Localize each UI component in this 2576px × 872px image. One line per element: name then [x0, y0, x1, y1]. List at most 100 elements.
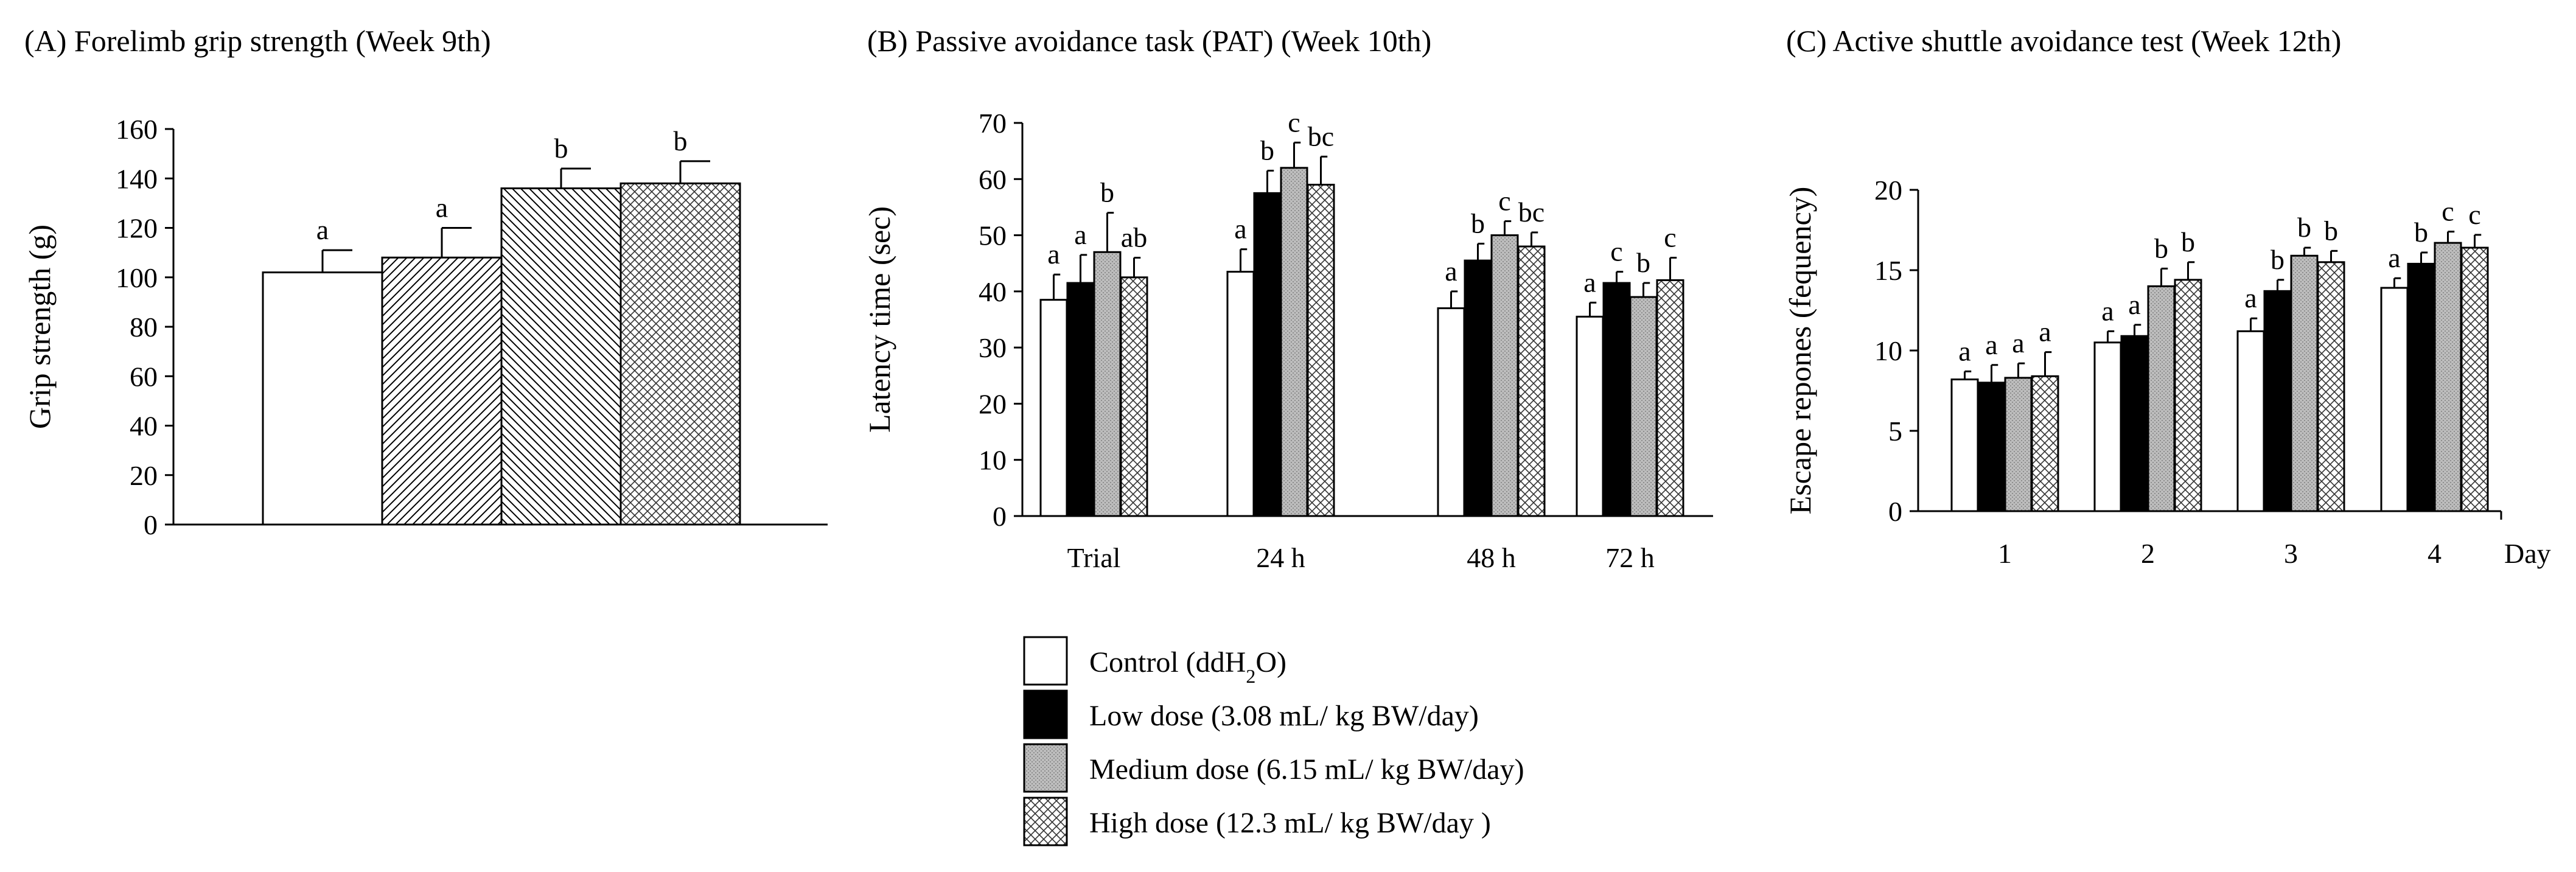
y-tick-label: 50	[979, 220, 1007, 251]
data-label: b	[2154, 232, 2168, 263]
y-tick-label: 30	[979, 332, 1007, 363]
bar	[1437, 307, 1465, 517]
bar	[2120, 335, 2149, 512]
bar	[1253, 192, 1282, 517]
legend-swatch-medium	[1023, 743, 1068, 793]
data-label: a	[436, 192, 448, 223]
bar	[1093, 251, 1122, 517]
bar	[262, 271, 383, 526]
data-label: c	[2468, 199, 2480, 230]
bar	[2290, 254, 2319, 512]
bar	[381, 256, 503, 526]
bar	[1602, 282, 1631, 517]
bar	[1066, 282, 1095, 517]
bar	[2236, 330, 2265, 512]
data-label: a	[1985, 329, 1997, 360]
x-tick-label: 48 h	[1467, 542, 1516, 573]
x-tick-label: 4	[2428, 538, 2442, 569]
x-tick-label: 72 h	[1605, 542, 1655, 573]
bar	[1656, 279, 1684, 517]
y-tick-label: 140	[116, 163, 158, 194]
y-tick-label: 20	[1874, 175, 1902, 206]
legend: Control (ddH2O) Low dose (3.08 mL/ kg BW…	[1023, 636, 1524, 846]
y-tick-label: 160	[116, 114, 158, 145]
data-label: b	[674, 125, 688, 156]
legend-label-control: Control (ddH2O)	[1089, 646, 1286, 687]
bar	[1576, 315, 1604, 517]
y-tick-label: 40	[130, 411, 158, 442]
data-label: ab	[1121, 221, 1147, 253]
data-label: b	[1471, 208, 1485, 239]
bar	[500, 187, 622, 526]
data-label: a	[1958, 335, 1970, 366]
y-tick-label: 20	[130, 460, 158, 491]
y-tick-label: 20	[979, 388, 1007, 419]
data-label: a	[2128, 289, 2140, 320]
data-label: a	[1583, 267, 1596, 298]
bar	[1977, 382, 2006, 512]
data-label: c	[2442, 196, 2454, 227]
bar	[2380, 287, 2409, 512]
data-label: a	[2101, 295, 2114, 326]
x-tick-label: 1	[1998, 538, 2012, 569]
data-label: b	[1260, 134, 1274, 166]
bar	[620, 182, 741, 526]
panel-b-passive-avoidance: (B) Passive avoidance task (PAT) (Week 1…	[862, 24, 1713, 573]
data-label: bc	[1518, 197, 1545, 228]
data-label: a	[1445, 256, 1457, 287]
data-label: a	[1074, 219, 1086, 250]
legend-label-low: Low dose (3.08 mL/ kg BW/day)	[1089, 700, 1479, 732]
legend-label-high: High dose (12.3 mL/ kg BW/day )	[1089, 807, 1491, 839]
x-tick-label: 3	[2284, 538, 2298, 569]
bar	[1629, 296, 1658, 517]
y-tick-label: 60	[979, 164, 1007, 195]
bar	[2147, 285, 2176, 512]
panel-title: (B) Passive avoidance task (PAT) (Week 1…	[867, 24, 1431, 58]
bar	[1517, 245, 1546, 517]
data-label: c	[1664, 221, 1676, 253]
legend-swatch-high	[1023, 797, 1068, 846]
data-label: a	[2039, 316, 2051, 347]
bar	[1280, 167, 1308, 517]
data-label: b	[1100, 177, 1114, 208]
x-tick-label: 24 h	[1256, 542, 1305, 573]
bar	[1120, 276, 1148, 517]
data-label: a	[1047, 239, 1059, 270]
data-label: a	[316, 214, 329, 245]
bar	[2093, 341, 2122, 512]
y-axis-label: Latency time (sec)	[862, 206, 896, 433]
data-label: c	[1498, 186, 1510, 217]
data-label: b	[2414, 217, 2428, 248]
legend-swatch-control	[1023, 636, 1068, 686]
legend-swatch-low	[1023, 689, 1068, 739]
bar	[1950, 378, 1979, 512]
y-tick-label: 0	[1888, 496, 1902, 527]
data-label: b	[2271, 244, 2285, 275]
bar	[2263, 290, 2292, 512]
y-tick-label: 10	[1874, 335, 1902, 366]
y-tick-label: 40	[979, 276, 1007, 307]
data-label: a	[1234, 214, 1246, 245]
bar	[2031, 375, 2059, 512]
bar	[1226, 271, 1255, 517]
bar	[2174, 279, 2202, 512]
data-label: bc	[1308, 120, 1334, 152]
panel-title: (C) Active shuttle avoidance test (Week …	[1786, 24, 2341, 58]
bar	[2434, 242, 2462, 512]
y-tick-label: 80	[130, 312, 158, 343]
y-tick-label: 5	[1888, 416, 1902, 447]
y-axis-label: Grip strength (g)	[23, 225, 57, 429]
x-tick-label: 2	[2141, 538, 2155, 569]
x-tick-label: Trial	[1067, 542, 1121, 573]
y-tick-label: 0	[993, 501, 1007, 532]
y-tick-label: 70	[979, 108, 1007, 139]
y-tick-label: 100	[116, 262, 158, 293]
data-label: b	[2324, 215, 2338, 246]
y-axis-label: Escape repones (fequency)	[1783, 187, 1817, 515]
bar	[1490, 234, 1519, 517]
data-label: a	[2244, 282, 2257, 313]
panel-c-active-shuttle: (C) Active shuttle avoidance test (Week …	[1783, 24, 2551, 569]
x-axis-label: Day	[2504, 538, 2551, 569]
y-tick-label: 10	[979, 445, 1007, 476]
